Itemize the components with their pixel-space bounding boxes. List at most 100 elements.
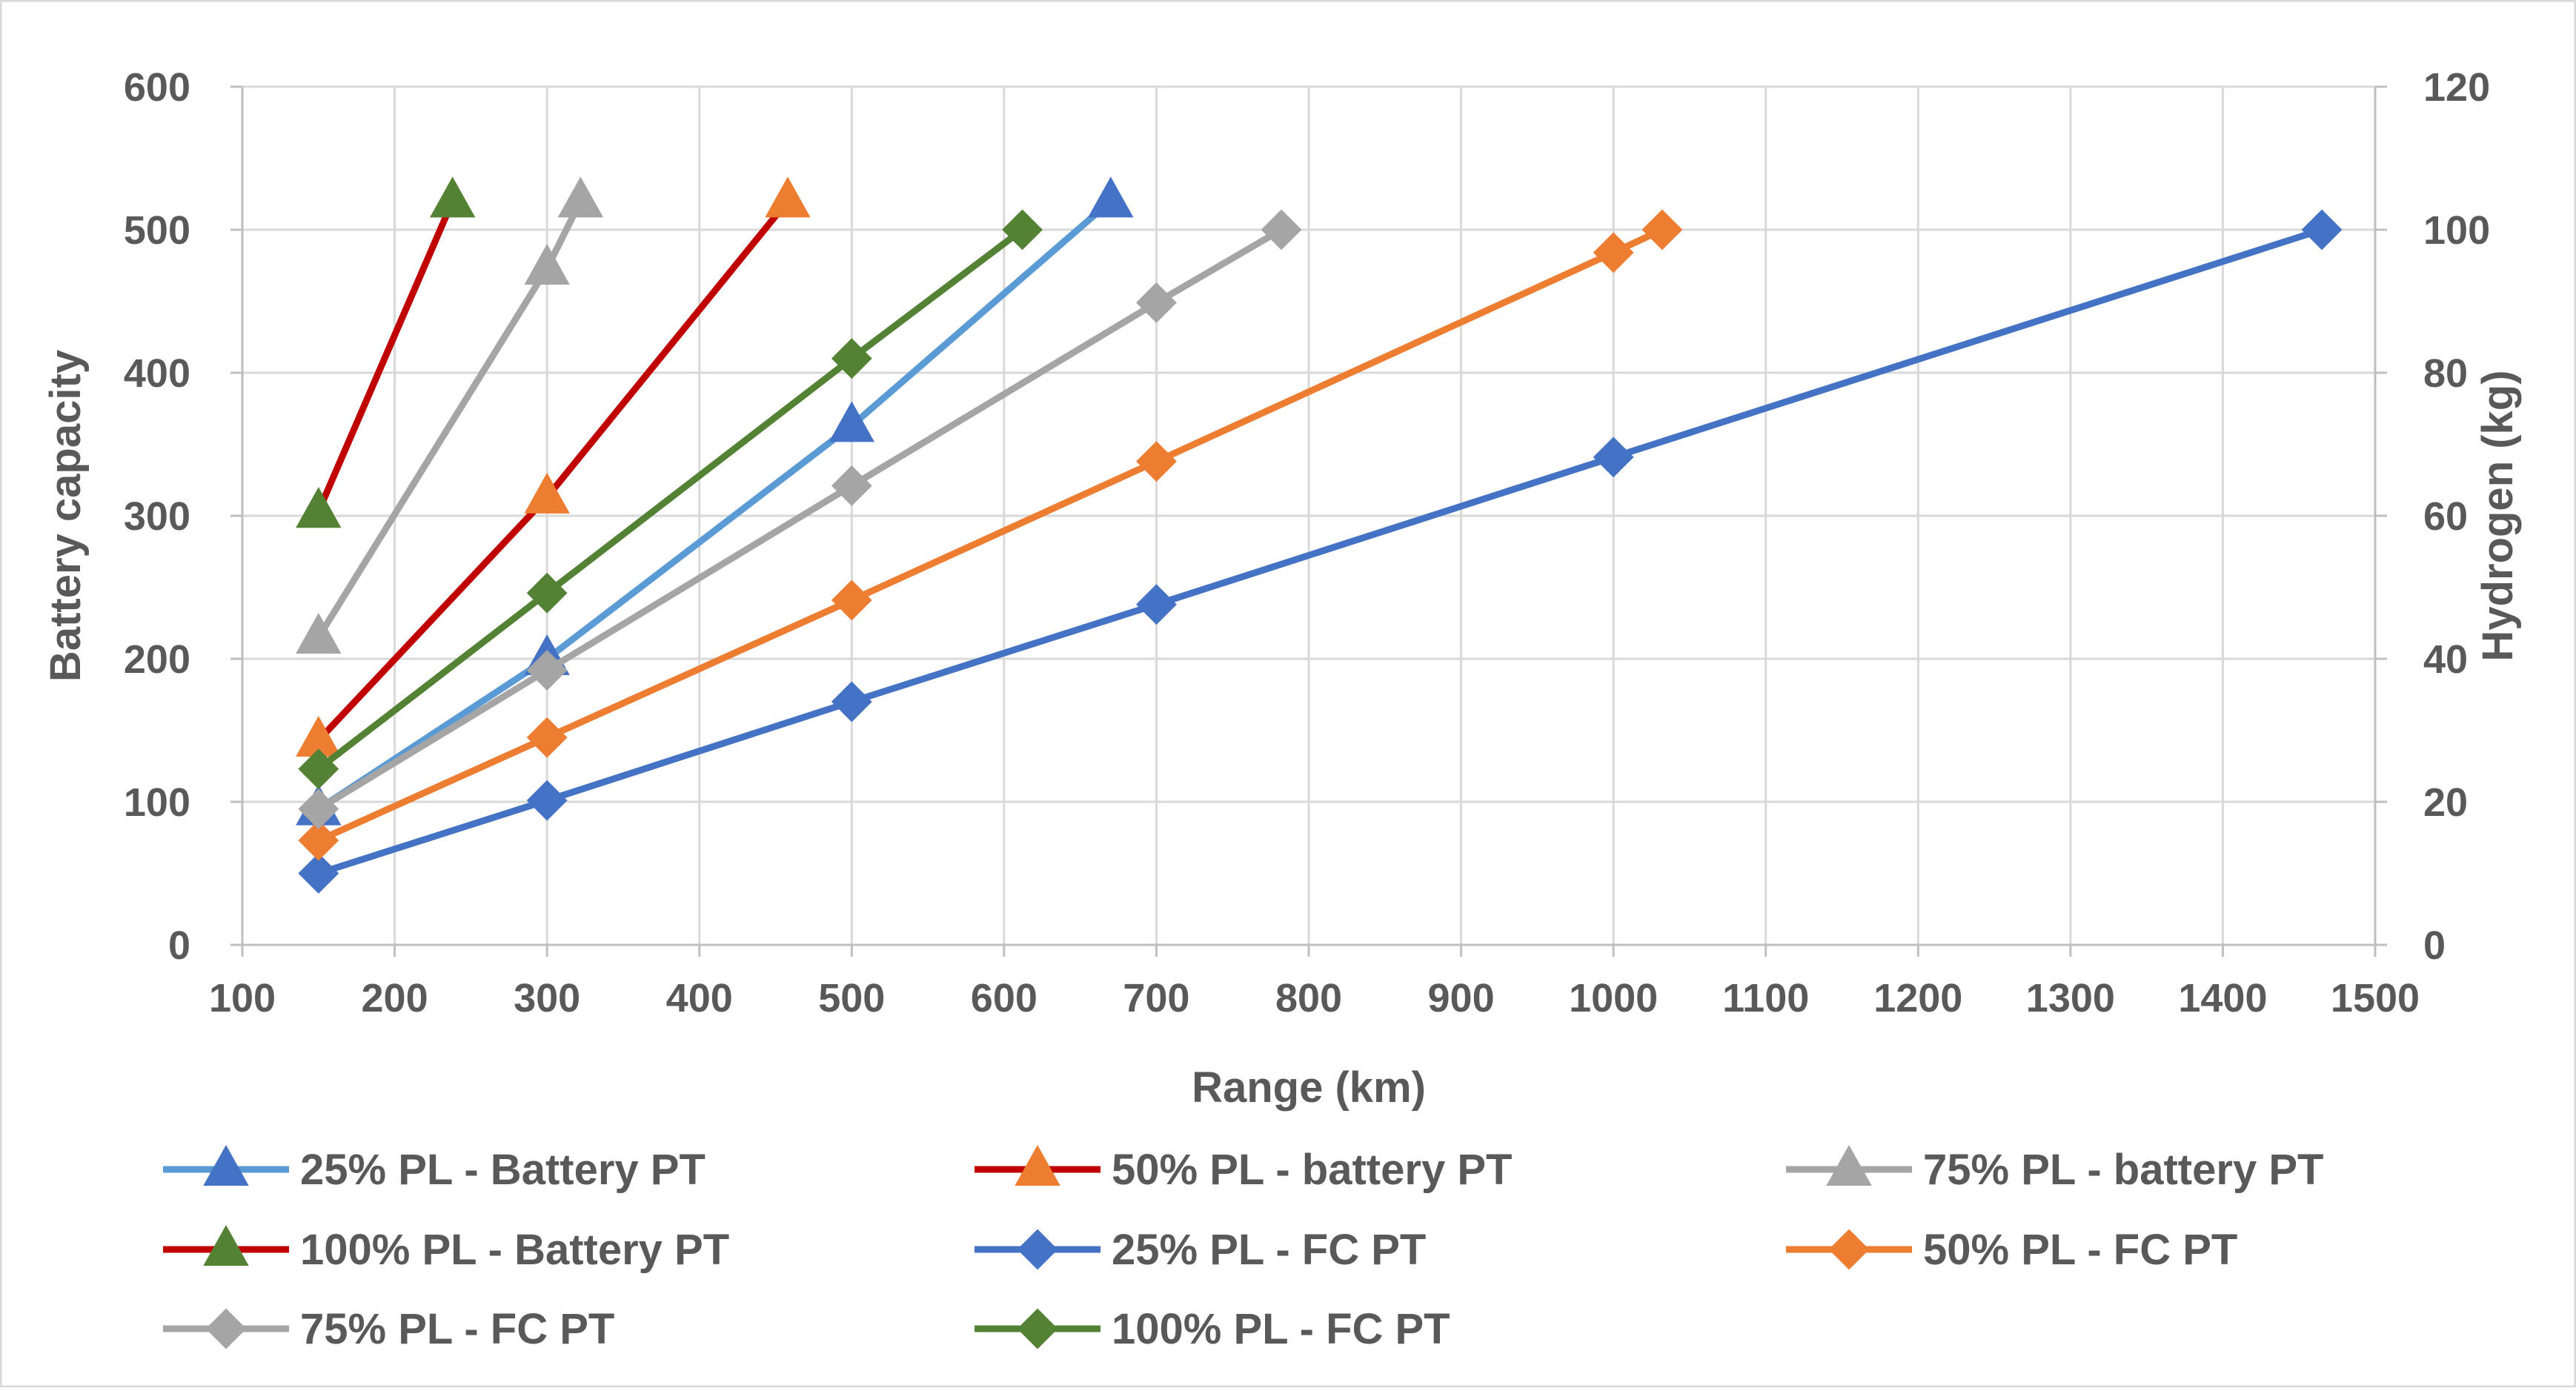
legend-marker	[1826, 1144, 1872, 1186]
y2-tick-label: 60	[2423, 494, 2468, 539]
series-3	[296, 176, 604, 654]
legend-label: 25% PL - FC PT	[1112, 1226, 1426, 1274]
legend-item: 75% PL - battery PT	[1786, 1144, 2323, 1194]
legend-label: 75% PL - FC PT	[300, 1305, 614, 1353]
legend-item: 25% PL - FC PT	[975, 1226, 1426, 1274]
legend-label: 100% PL - FC PT	[1112, 1305, 1450, 1353]
data-point	[765, 176, 811, 218]
legend-item: 100% PL - Battery PT	[163, 1224, 729, 1274]
legend-marker	[1828, 1229, 1870, 1270]
tick-labels: 100 200 300 400 500 600 700 800 900 1000 1100 1200 1…	[124, 65, 2490, 1020]
legend-label: 100% PL - Battery PT	[300, 1226, 729, 1274]
y2-tick-label: 100	[2423, 208, 2490, 253]
data-point	[1593, 232, 1634, 273]
data-point	[1002, 209, 1043, 250]
y-axis-title: Battery capacity	[42, 350, 90, 682]
data-point	[1088, 176, 1134, 218]
x-tick-label: 200	[362, 976, 428, 1020]
data-point	[298, 820, 339, 861]
legend-item: 100% PL - FC PT	[975, 1305, 1450, 1353]
x-tick-label: 600	[971, 976, 1038, 1020]
legend-marker	[1015, 1144, 1060, 1186]
x-tick-label: 900	[1428, 976, 1495, 1020]
data-point	[1641, 209, 1683, 250]
y2-axis-title: Hydrogen (kg)	[2474, 370, 2522, 661]
series-2	[296, 176, 811, 757]
series-line	[317, 226, 2323, 877]
y-tick-label: 500	[124, 208, 190, 253]
data-point	[1593, 436, 1634, 478]
data-point	[1136, 282, 1177, 323]
y2-tick-label: 120	[2423, 65, 2490, 110]
series-layer	[296, 176, 2343, 894]
data-point	[298, 748, 339, 790]
legend-item: 75% PL - FC PT	[163, 1305, 614, 1353]
legend: 25% PL - Battery PT 50% PL - battery PT 75…	[163, 1144, 2323, 1353]
legend-marker	[203, 1144, 249, 1186]
data-point	[831, 338, 872, 379]
y-tick-label: 0	[168, 923, 190, 968]
legend-item: 50% PL - FC PT	[1786, 1226, 2237, 1274]
legend-marker	[205, 1308, 247, 1349]
legend-marker	[1017, 1308, 1058, 1349]
legend-item: 25% PL - Battery PT	[163, 1144, 706, 1194]
data-point	[526, 717, 568, 758]
data-point	[2301, 209, 2343, 250]
y2-tick-label: 20	[2423, 780, 2468, 825]
x-tick-label: 1500	[2331, 976, 2420, 1020]
legend-label: 50% PL - FC PT	[1923, 1226, 2237, 1274]
series-6	[298, 209, 1683, 861]
data-point	[526, 650, 568, 691]
x-tick-label: 400	[666, 976, 733, 1020]
x-tick-label: 700	[1123, 976, 1189, 1020]
data-point	[831, 681, 872, 723]
y2-tick-label: 80	[2423, 351, 2468, 396]
data-point	[524, 472, 570, 514]
series-line	[316, 227, 1025, 772]
y-tick-label: 400	[124, 351, 190, 396]
legend-marker	[203, 1224, 249, 1266]
data-point	[298, 853, 339, 894]
data-point	[526, 780, 568, 821]
data-point	[1261, 209, 1302, 250]
data-point	[524, 244, 570, 285]
series-line	[315, 199, 456, 513]
legend-item: 50% PL - battery PT	[975, 1144, 1512, 1194]
data-point	[298, 789, 339, 830]
data-point	[831, 580, 872, 621]
x-tick-label: 100	[209, 976, 276, 1020]
series-7	[298, 209, 1302, 830]
x-tick-label: 1300	[2026, 976, 2115, 1020]
x-tick-label: 300	[514, 976, 580, 1020]
x-tick-label: 1100	[1722, 976, 1809, 1020]
data-point	[1136, 584, 1177, 625]
series-4	[296, 176, 476, 528]
y-tick-label: 200	[124, 637, 190, 682]
x-axis-title: Range (km)	[1192, 1063, 1426, 1112]
data-point	[829, 401, 874, 442]
data-point	[557, 176, 604, 218]
data-point	[296, 612, 342, 654]
x-tick-label: 1200	[1873, 976, 1962, 1020]
data-point	[831, 465, 872, 506]
legend-label: 75% PL - battery PT	[1923, 1146, 2323, 1194]
x-tick-label: 1000	[1569, 976, 1658, 1020]
x-tick-label: 1400	[2178, 976, 2267, 1020]
data-point	[429, 176, 476, 218]
data-point	[1136, 441, 1177, 482]
y2-tick-label: 40	[2423, 637, 2468, 682]
y-tick-label: 100	[124, 780, 190, 825]
x-tick-label: 500	[818, 976, 885, 1020]
y-tick-label: 300	[124, 494, 190, 539]
axes	[230, 85, 2387, 957]
legend-label: 50% PL - battery PT	[1112, 1146, 1512, 1194]
y2-tick-label: 0	[2423, 923, 2446, 968]
series-line	[316, 199, 1113, 812]
legend-marker	[1017, 1229, 1058, 1270]
data-point	[526, 572, 568, 614]
legend-label: 25% PL - Battery PT	[300, 1146, 706, 1194]
data-point	[296, 487, 342, 528]
x-tick-label: 800	[1275, 976, 1342, 1020]
